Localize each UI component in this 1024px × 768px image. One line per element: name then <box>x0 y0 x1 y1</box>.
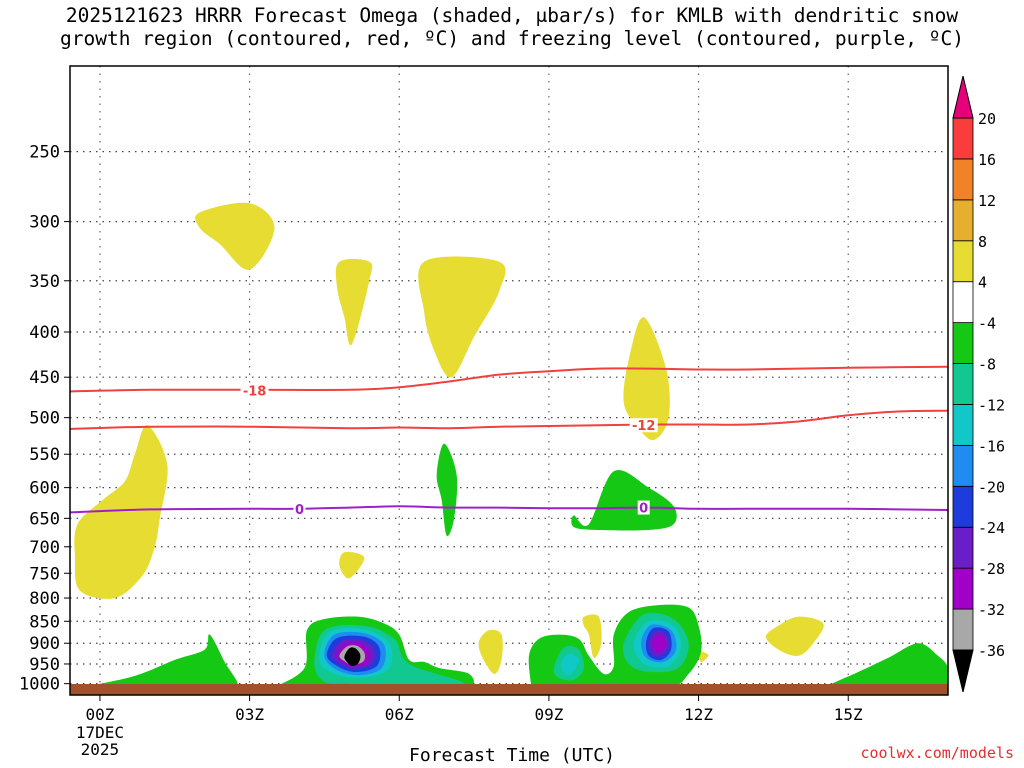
omega-region-20 <box>560 653 579 675</box>
plot-background <box>70 66 948 695</box>
omega-region-6 <box>478 629 503 674</box>
ground-strip <box>70 684 948 695</box>
omega-region-0 <box>195 202 275 270</box>
contour-line-1 <box>70 409 948 430</box>
colorbar-bin-5 <box>952 404 974 446</box>
plot-frame <box>69 65 949 696</box>
x-sub-label-0: 17DEC <box>76 723 124 742</box>
contour-label-text-0: -18 <box>243 385 267 400</box>
colorbar-bin-3 <box>952 485 974 528</box>
colorbar-label-1: -32 <box>978 601 1005 619</box>
colorbar-label-7: -8 <box>978 356 996 374</box>
omega-region-12 <box>74 634 238 690</box>
colorbar: -36 -32 -28 -24 -20 -16 -12 -8 -4 4 8 12 16 20 <box>952 75 1005 693</box>
y-tick-label-1: 300 <box>29 213 60 233</box>
chart-title: 2025121623 HRRR Forecast Omega (shaded, … <box>0 4 1024 50</box>
colorbar-label-0: -36 <box>978 642 1005 660</box>
x-tick-label-1: 03Z <box>235 705 264 724</box>
x-axis-label: Forecast Time (UTC) <box>409 745 615 766</box>
colorbar-arrow-low <box>952 649 974 693</box>
omega-region-8 <box>698 651 709 662</box>
colorbar-label-3: -24 <box>978 519 1005 537</box>
omega-region-10 <box>436 443 458 537</box>
x-tick-label-2: 06Z <box>385 705 414 724</box>
y-tick-label-12: 850 <box>29 612 60 632</box>
contour-label-3: 0 <box>637 500 650 517</box>
colorbar-label-9: 4 <box>978 274 987 292</box>
colorbar-bin-0 <box>952 608 974 651</box>
contour-label-2: 0 <box>293 501 306 518</box>
x-tick-label-5: 15Z <box>834 705 863 724</box>
omega-region-11 <box>571 469 677 531</box>
y-tick-label-11: 800 <box>29 589 60 609</box>
colorbar-bin-4 <box>952 444 974 487</box>
omega-region-2 <box>418 256 506 378</box>
omega-region-9 <box>765 616 824 656</box>
contour-line-2 <box>70 505 948 514</box>
y-tick-label-5: 500 <box>29 409 60 429</box>
colorbar-label-13: 20 <box>978 110 996 128</box>
y-tick-label-8: 650 <box>29 509 60 529</box>
omega-region-4 <box>74 425 168 599</box>
y-tick-label-14: 950 <box>29 655 60 675</box>
colorbar-label-4: -20 <box>978 478 1005 496</box>
x-tick-label-0: 00Z <box>85 705 114 724</box>
omega-region-7 <box>582 614 602 659</box>
colorbar-label-12: 16 <box>978 151 996 169</box>
y-tick-label-4: 450 <box>29 368 60 388</box>
colorbar-label-11: 12 <box>978 192 996 210</box>
x-tick-label-4: 12Z <box>684 705 713 724</box>
contour-label-text-3: 0 <box>639 502 648 517</box>
y-tick-label-10: 750 <box>29 564 60 584</box>
y-tick-label-13: 900 <box>29 634 60 654</box>
contour-label-bg-3 <box>637 500 650 515</box>
y-tick-label-3: 400 <box>29 323 60 343</box>
colorbar-bin-8 <box>952 281 974 324</box>
colorbar-label-8: -4 <box>978 315 996 333</box>
omega-region-29 <box>652 634 666 653</box>
x-sub-label-1: 2025 <box>81 740 120 759</box>
contour-label-1: -12 <box>629 418 658 434</box>
y-tick-label-6: 550 <box>29 445 60 465</box>
title-line-1: 2025121623 HRRR Forecast Omega (shaded, … <box>65 4 959 27</box>
colorbar-bin-2 <box>952 526 974 569</box>
y-tick-label-0: 250 <box>29 143 60 163</box>
contour-label-bg-2 <box>293 501 306 516</box>
colorbar-bin-7 <box>952 322 974 364</box>
colorbar-label-6: -12 <box>978 396 1005 414</box>
omega-region-31 <box>344 647 361 667</box>
x-tick-label-3: 09Z <box>534 705 563 724</box>
plot-area: -18 -12 0 0 <box>70 202 948 692</box>
colorbar-bin-11 <box>952 158 974 201</box>
omega-region-1 <box>335 258 373 346</box>
colorbar-arrow-high <box>952 75 974 119</box>
y-tick-label-15: 1000 <box>19 675 60 695</box>
source-credit: coolwx.com/models <box>860 744 1014 762</box>
colorbar-bin-10 <box>952 199 974 242</box>
y-tick-label-7: 600 <box>29 479 60 499</box>
omega-region-3 <box>623 317 670 441</box>
y-tick-label-9: 700 <box>29 538 60 558</box>
contour-label-bg-1 <box>629 418 658 433</box>
colorbar-label-10: 8 <box>978 233 987 251</box>
colorbar-bin-9 <box>952 240 974 283</box>
y-tick-label-2: 350 <box>29 272 60 292</box>
colorbar-bin-6 <box>952 363 974 405</box>
contour-label-bg-0 <box>240 383 269 398</box>
omega-region-15 <box>812 643 948 692</box>
contour-label-text-2: 0 <box>295 503 304 518</box>
colorbar-bin-12 <box>952 117 974 160</box>
title-line-2: growth region (contoured, red, ºC) and f… <box>60 27 964 50</box>
colorbar-bin-1 <box>952 567 974 610</box>
colorbar-label-5: -16 <box>978 437 1005 455</box>
contour-label-text-1: -12 <box>632 419 656 434</box>
colorbar-label-2: -28 <box>978 560 1005 578</box>
omega-region-5 <box>339 551 365 579</box>
contour-label-0: -18 <box>240 383 269 400</box>
